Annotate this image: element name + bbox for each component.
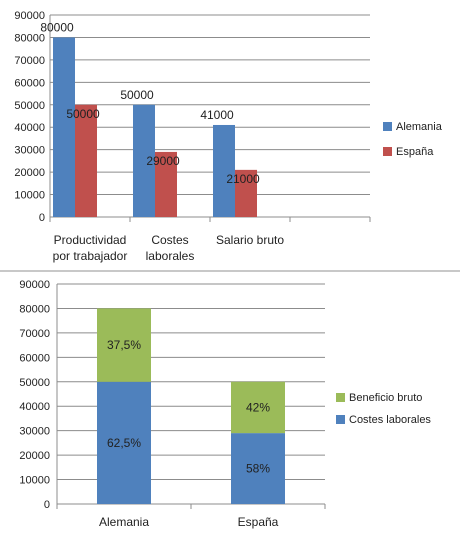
y-tick-label: 20000 [14, 167, 45, 179]
bar-espana [75, 104, 97, 217]
x-category-label: por trabajador [53, 249, 128, 263]
stacked-segment-costes-laborales [231, 433, 285, 504]
chart-productivity-costs-wages: 0 10000 20000 30000 40000 50000 60000 70000 8000… [0, 0, 460, 270]
y-tick-label: 40000 [19, 401, 50, 413]
bar-alemania [213, 124, 235, 217]
legend-label: Costes laborales [349, 414, 431, 426]
y-tick-label: 70000 [19, 328, 50, 340]
data-label: 41000 [200, 108, 234, 122]
bar-espana [155, 151, 177, 217]
y-tick-label: 70000 [14, 55, 45, 67]
y-tick-label: 60000 [19, 352, 50, 364]
y-tick-label: 0 [39, 212, 45, 224]
y-tick-label: 90000 [19, 279, 50, 291]
y-tick-label: 10000 [14, 190, 45, 202]
x-category-label: España [238, 515, 279, 529]
x-category-label: Alemania [99, 515, 149, 529]
bar-alemania [53, 37, 75, 217]
legend-label: Beneficio bruto [349, 392, 422, 404]
y-tick-label: 60000 [14, 77, 45, 89]
y-tick-label: 20000 [19, 450, 50, 462]
stacked-segment-costes-laborales [97, 381, 151, 504]
x-category-label: Costes [151, 233, 188, 247]
stacked-segment-beneficio-bruto [97, 308, 151, 382]
data-label: 50000 [120, 88, 154, 102]
data-label: 21000 [226, 172, 260, 186]
y-tick-label: 10000 [19, 475, 50, 487]
y-tick-label: 80000 [19, 303, 50, 315]
y-tick-label: 0 [44, 499, 50, 511]
x-category-label: laborales [146, 249, 195, 263]
segment-label: 62,5% [107, 436, 141, 450]
y-tick-label: 30000 [14, 145, 45, 157]
data-label: 29000 [146, 154, 180, 168]
bar-espana [235, 169, 257, 217]
y-tick-label: 90000 [14, 10, 45, 22]
segment-label: 37,5% [107, 338, 141, 352]
legend-swatch [383, 147, 392, 156]
data-label: 80000 [40, 20, 74, 34]
y-tick-label: 30000 [19, 426, 50, 438]
legend-swatch [336, 415, 345, 424]
legend-swatch [383, 122, 392, 131]
y-tick-label: 40000 [14, 122, 45, 134]
segment-label: 58% [246, 462, 270, 476]
x-category-label: Salario bruto [216, 233, 284, 247]
legend-label: Alemania [396, 121, 443, 133]
bar-alemania [133, 104, 155, 217]
legend-swatch [336, 393, 345, 402]
x-category-label: Productividad [54, 233, 127, 247]
stacked-bar-chart-bottom: 0 10000 20000 30000 40000 50000 60000 70000 8000… [19, 279, 431, 529]
y-tick-label: 50000 [19, 377, 50, 389]
data-label: 50000 [66, 107, 100, 121]
segment-label: 42% [246, 400, 270, 414]
chart-divider [0, 270, 460, 272]
legend-label: España [396, 146, 434, 158]
chart-labor-costs-profit: 0 10000 20000 30000 40000 50000 60000 70000 8000… [0, 272, 460, 548]
y-tick-label: 80000 [14, 32, 45, 44]
bar-chart-top: 0 10000 20000 30000 40000 50000 60000 70000 8000… [14, 10, 443, 263]
stacked-segment-beneficio-bruto [231, 381, 285, 434]
y-tick-label: 50000 [14, 100, 45, 112]
